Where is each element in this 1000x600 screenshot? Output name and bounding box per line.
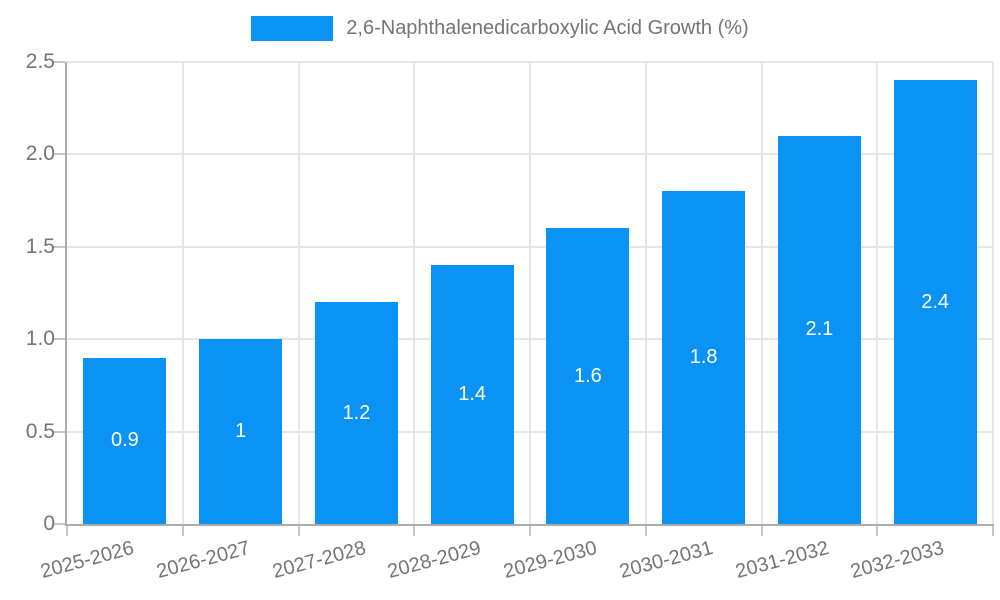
gridline-vertical <box>529 62 531 524</box>
legend-label: 2,6-Naphthalenedicarboxylic Acid Growth … <box>346 17 749 39</box>
bar[interactable]: 1.6 <box>546 228 630 524</box>
y-axis-tick-label: 2.0 <box>25 142 55 166</box>
x-axis-tick-label: 2030-2031 <box>617 537 716 584</box>
bar[interactable]: 1 <box>199 339 283 524</box>
bar-value-label: 0.9 <box>110 429 139 452</box>
bar-value-label: 1 <box>235 420 247 443</box>
x-axis-tick <box>297 526 300 536</box>
gridline-horizontal <box>67 61 993 63</box>
x-axis-tick <box>644 526 647 536</box>
y-axis-tick <box>53 430 65 433</box>
bar[interactable]: 0.9 <box>83 357 167 524</box>
legend-item[interactable]: 2,6-Naphthalenedicarboxylic Acid Growth … <box>0 16 1000 41</box>
legend-swatch <box>251 16 334 41</box>
y-axis-tick-label: 0.5 <box>25 419 55 443</box>
y-axis-tick <box>53 245 65 248</box>
bar-value-label: 1.6 <box>573 364 602 387</box>
bar[interactable]: 2.4 <box>893 80 977 524</box>
gridline-horizontal <box>67 245 993 248</box>
y-axis-tick-label: 0 <box>43 512 55 535</box>
bar-value-label: 1.2 <box>342 401 371 424</box>
y-axis-tick-label: 1.0 <box>25 327 55 351</box>
bar[interactable]: 1.2 <box>314 302 398 524</box>
plot-area: 0.9 1 1.2 1.4 1.6 1.8 2.1 2.4 <box>67 61 994 524</box>
gridline-vertical <box>992 62 994 524</box>
x-axis-tick <box>992 526 994 536</box>
bar-value-label: 2.1 <box>805 318 834 341</box>
gridline-horizontal <box>67 338 993 341</box>
y-axis-tick <box>53 153 65 156</box>
bar-value-label: 1.8 <box>689 346 718 369</box>
bar-value-label: 2.4 <box>921 290 950 313</box>
y-axis-tick <box>53 61 65 63</box>
x-axis-tick <box>760 526 763 536</box>
x-axis-tick-label: 2029-2030 <box>501 537 600 584</box>
y-axis-tick <box>53 523 65 525</box>
x-axis-tick-label: 2032-2033 <box>848 537 947 584</box>
x-axis-tick-label: 2025-2026 <box>38 537 137 584</box>
x-axis-tick-label: 2027-2028 <box>269 537 369 584</box>
gridline-horizontal <box>67 153 993 156</box>
bar[interactable]: 1.8 <box>662 191 746 524</box>
x-axis-tick <box>876 526 879 536</box>
y-axis-tick-label: 1.5 <box>25 234 55 258</box>
x-axis-tick-label: 2026-2027 <box>154 537 253 584</box>
bar[interactable]: 2.1 <box>777 135 861 524</box>
x-axis-tick-label: 2031-2032 <box>732 537 832 584</box>
y-axis-tick-label: 2.5 <box>25 50 55 73</box>
gridline-vertical <box>297 62 300 524</box>
gridline-vertical <box>760 62 763 524</box>
x-axis-tick <box>529 526 531 536</box>
x-axis-tick <box>413 526 416 536</box>
x-axis-tick <box>66 526 68 536</box>
x-axis-line <box>65 524 994 526</box>
gridline-vertical <box>413 62 416 524</box>
x-axis-tick <box>181 526 184 536</box>
x-axis-tick-label: 2028-2029 <box>385 537 484 584</box>
bar-value-label: 1.4 <box>458 383 487 406</box>
y-axis-tick <box>53 338 65 341</box>
gridline-horizontal <box>67 430 993 433</box>
gridline-vertical <box>644 62 647 524</box>
gridline-vertical <box>876 62 879 524</box>
gridline-vertical <box>181 62 184 524</box>
bar[interactable]: 1.4 <box>430 265 514 524</box>
